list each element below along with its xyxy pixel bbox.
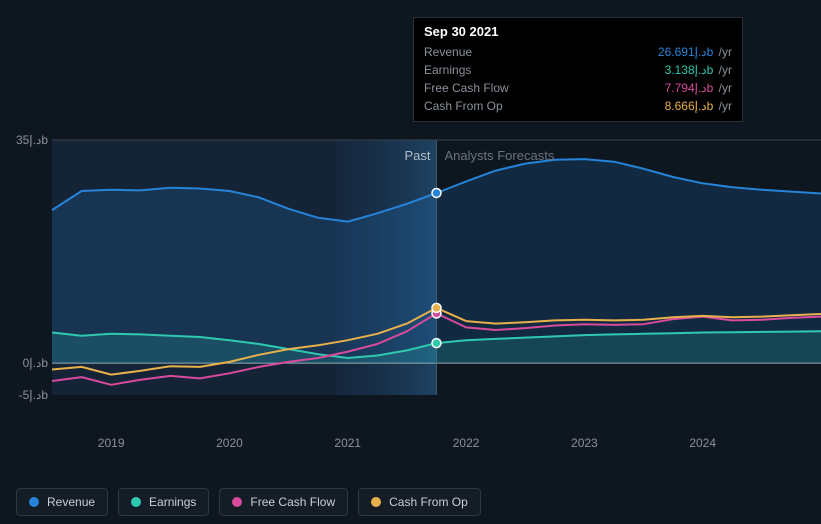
tooltip-row: Cash From Op 8.666د.إb /yr (424, 97, 732, 115)
svg-text:2023: 2023 (571, 436, 598, 450)
tooltip-value-wrap: 8.666د.إb /yr (665, 99, 732, 113)
tooltip-unit: /yr (715, 99, 732, 113)
legend-label: Earnings (149, 495, 196, 509)
tooltip-unit: /yr (715, 63, 732, 77)
tooltip-row: Earnings 3.138د.إb /yr (424, 61, 732, 79)
tooltip-row: Free Cash Flow 7.794د.إb /yr (424, 79, 732, 97)
svg-text:-5د.إb: -5د.إb (19, 388, 49, 403)
svg-text:0د.إb: 0د.إb (23, 356, 49, 371)
svg-text:2020: 2020 (216, 436, 243, 450)
tooltip-value: 26.691د.إb (658, 45, 713, 59)
tooltip-label: Free Cash Flow (424, 81, 509, 95)
legend-item[interactable]: Earnings (118, 488, 209, 516)
svg-text:2021: 2021 (334, 436, 361, 450)
tooltip-unit: /yr (715, 45, 732, 59)
legend-dot (131, 497, 141, 507)
tooltip-label: Revenue (424, 45, 472, 59)
tooltip-value-wrap: 3.138د.إb /yr (665, 63, 732, 77)
tooltip-row: Revenue 26.691د.إb /yr (424, 43, 732, 61)
svg-text:2019: 2019 (98, 436, 125, 450)
legend-item[interactable]: Free Cash Flow (219, 488, 348, 516)
legend-label: Cash From Op (389, 495, 468, 509)
tooltip-unit: /yr (715, 81, 732, 95)
tooltip-value-wrap: 26.691د.إb /yr (658, 45, 732, 59)
svg-text:35د.إb: 35د.إb (16, 133, 48, 148)
legend-dot (232, 497, 242, 507)
legend-item[interactable]: Revenue (16, 488, 108, 516)
legend-label: Revenue (47, 495, 95, 509)
tooltip-value-wrap: 7.794د.إb /yr (665, 81, 732, 95)
svg-text:2024: 2024 (689, 436, 716, 450)
tooltip-label: Cash From Op (424, 99, 503, 113)
section-label-forecast: Analysts Forecasts (445, 148, 555, 163)
section-label-past: Past (404, 148, 430, 163)
tooltip-value: 3.138د.إb (665, 63, 714, 77)
svg-text:2022: 2022 (453, 436, 480, 450)
tooltip-value: 8.666د.إb (665, 99, 714, 113)
legend-label: Free Cash Flow (250, 495, 335, 509)
legend-dot (29, 497, 39, 507)
tooltip-header: Sep 30 2021 (424, 24, 732, 43)
legend-item[interactable]: Cash From Op (358, 488, 481, 516)
legend-dot (371, 497, 381, 507)
tooltip-value: 7.794د.إb (665, 81, 714, 95)
tooltip: Sep 30 2021 Revenue 26.691د.إb /yrEarnin… (413, 17, 743, 122)
tooltip-label: Earnings (424, 63, 471, 77)
legend: Revenue Earnings Free Cash Flow Cash From O… (16, 488, 481, 516)
